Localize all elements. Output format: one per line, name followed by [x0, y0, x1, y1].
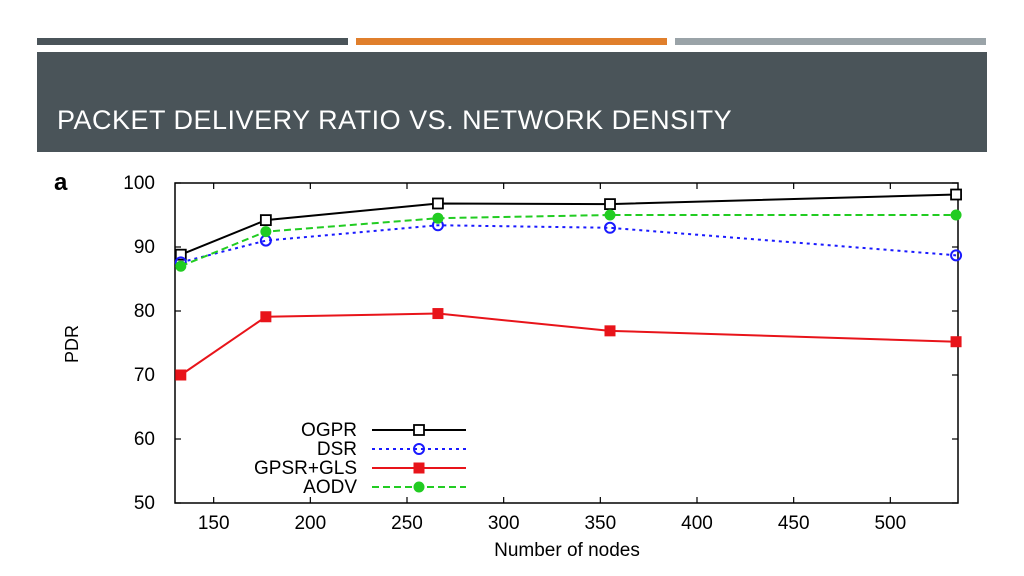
y-tick-label: 60	[134, 429, 155, 450]
data-point-gpsr-gls	[175, 369, 187, 381]
accent-bar-gray	[675, 38, 986, 45]
data-point-ogpr	[432, 197, 444, 210]
accent-bar-dark	[37, 38, 348, 45]
series-ogpr	[174, 188, 962, 261]
series-line-ogpr	[180, 193, 957, 256]
x-tick-label: 400	[681, 513, 713, 534]
y-tick-label: 90	[134, 237, 155, 258]
data-point-aodv	[260, 226, 272, 238]
legend-marker-aodv	[413, 481, 425, 493]
data-point-ogpr	[604, 198, 616, 211]
plot-frame	[174, 182, 959, 504]
y-axis-label: PDR	[62, 325, 82, 363]
series-gpsr-gls	[175, 308, 962, 381]
legend-label-aodv: AODV	[303, 477, 357, 498]
series-line-gpsr-gls	[180, 312, 957, 376]
data-point-gpsr-gls	[432, 308, 444, 320]
legend-label-gpsr-gls: GPSR+GLS	[254, 458, 357, 479]
title-band: PACKET DELIVERY RATIO VS. NETWORK DENSIT…	[37, 52, 987, 152]
y-tick-label: 80	[134, 301, 155, 322]
data-point-aodv	[175, 260, 187, 272]
data-point-ogpr	[259, 214, 272, 227]
tick-layer: 150 200 250 300 350 400 450 500 50 60 70 80 90 100	[123, 173, 958, 534]
y-tick-label: 70	[134, 365, 155, 386]
legend-label-dsr: DSR	[317, 439, 357, 460]
data-point-gpsr-gls	[260, 311, 272, 323]
x-tick-label: 350	[584, 513, 616, 534]
pdr-line-chart: a PDR Number of nodes 150 200 250 300 350 400…	[54, 169, 963, 561]
series-layer	[174, 188, 963, 381]
accent-bar-orange	[356, 38, 667, 45]
data-point-ogpr	[950, 188, 962, 201]
data-point-gpsr-gls	[604, 325, 616, 337]
slide-title: PACKET DELIVERY RATIO VS. NETWORK DENSIT…	[57, 105, 733, 135]
data-point-aodv	[604, 209, 616, 221]
data-point-aodv	[950, 209, 962, 221]
series-line-dsr	[180, 224, 957, 264]
x-axis-label: Number of nodes	[494, 540, 640, 561]
data-point-dsr	[604, 221, 616, 234]
x-tick-label: 250	[391, 513, 423, 534]
y-tick-label: 100	[123, 173, 155, 194]
legend-label-ogpr: OGPR	[301, 420, 357, 441]
series-line-aodv	[180, 214, 957, 268]
series-dsr	[174, 219, 963, 269]
y-tick-label: 50	[134, 493, 155, 514]
data-point-aodv	[432, 212, 444, 224]
x-tick-label: 300	[488, 513, 520, 534]
x-tick-label: 450	[778, 513, 810, 534]
data-point-gpsr-gls	[950, 336, 962, 348]
data-point-dsr	[950, 249, 963, 262]
legend-marker-dsr	[413, 443, 425, 455]
legend-marker-ogpr	[413, 424, 425, 436]
series-aodv	[175, 209, 962, 272]
legend-marker-gpsr-gls	[413, 462, 425, 474]
data-point-ogpr	[174, 248, 187, 261]
x-tick-label: 150	[198, 513, 230, 534]
panel-label: a	[54, 169, 68, 196]
x-tick-label: 500	[874, 513, 906, 534]
x-tick-label: 200	[294, 513, 326, 534]
